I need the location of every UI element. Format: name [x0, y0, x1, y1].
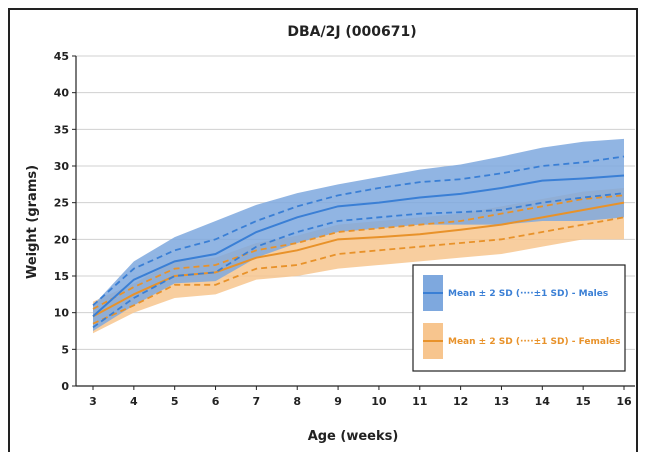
x-axis-label: Age (weeks) — [308, 429, 399, 444]
line-mean-males — [92, 174, 625, 318]
series-lines — [92, 155, 625, 329]
y-tick-label-15: 15 — [54, 270, 69, 283]
legend-box — [412, 264, 626, 372]
x-tick-label-3: 3 — [89, 395, 97, 408]
y-tick-label-0: 0 — [61, 380, 69, 393]
y-tick-label-35: 35 — [54, 123, 69, 136]
line-minus1sd-males — [92, 192, 625, 329]
x-tick-label-7: 7 — [253, 395, 261, 408]
x-tick-label-12: 12 — [453, 395, 468, 408]
chart-frame — [8, 8, 638, 452]
x-tick-label-8: 8 — [293, 395, 301, 408]
y-tick-label-25: 25 — [54, 197, 69, 210]
y-tick-label-10: 10 — [54, 307, 70, 320]
x-tick-label-16: 16 — [616, 395, 632, 408]
sd-bands — [93, 138, 624, 334]
x-tick-label-6: 6 — [212, 395, 220, 408]
chart-title: DBA/2J (000671) — [287, 24, 416, 40]
x-tick-label-5: 5 — [171, 395, 179, 408]
y-tick-label-20: 20 — [54, 233, 70, 246]
x-tick-label-9: 9 — [334, 395, 342, 408]
y-tick-label-45: 45 — [54, 50, 69, 63]
legend: Mean ± 2 SD (····±1 SD) - Males Mean ± 2… — [412, 264, 626, 372]
legend-label-females: Mean ± 2 SD (····±1 SD) - Females — [448, 337, 621, 347]
x-tick-label-11: 11 — [412, 395, 427, 408]
legend-label-males: Mean ± 2 SD (····±1 SD) - Males — [448, 289, 608, 299]
y-tick-label-40: 40 — [54, 87, 70, 100]
y-tick-labels: 0 5 10 15 20 25 30 35 40 45 — [54, 50, 76, 393]
x-tick-label-4: 4 — [130, 395, 138, 408]
y-axis-label: Weight (grams) — [25, 165, 40, 279]
y-tick-label-30: 30 — [54, 160, 70, 173]
x-tick-labels: 3 4 5 6 7 8 9 10 11 12 13 14 15 16 — [89, 386, 632, 408]
band-2sd-males — [93, 138, 624, 331]
x-tick-label-15: 15 — [575, 395, 590, 408]
y-tick-label-5: 5 — [61, 343, 69, 356]
x-tick-label-13: 13 — [494, 395, 509, 408]
x-tick-label-10: 10 — [371, 395, 387, 408]
line-plus1sd-males — [92, 155, 625, 307]
x-tick-label-14: 14 — [535, 395, 551, 408]
